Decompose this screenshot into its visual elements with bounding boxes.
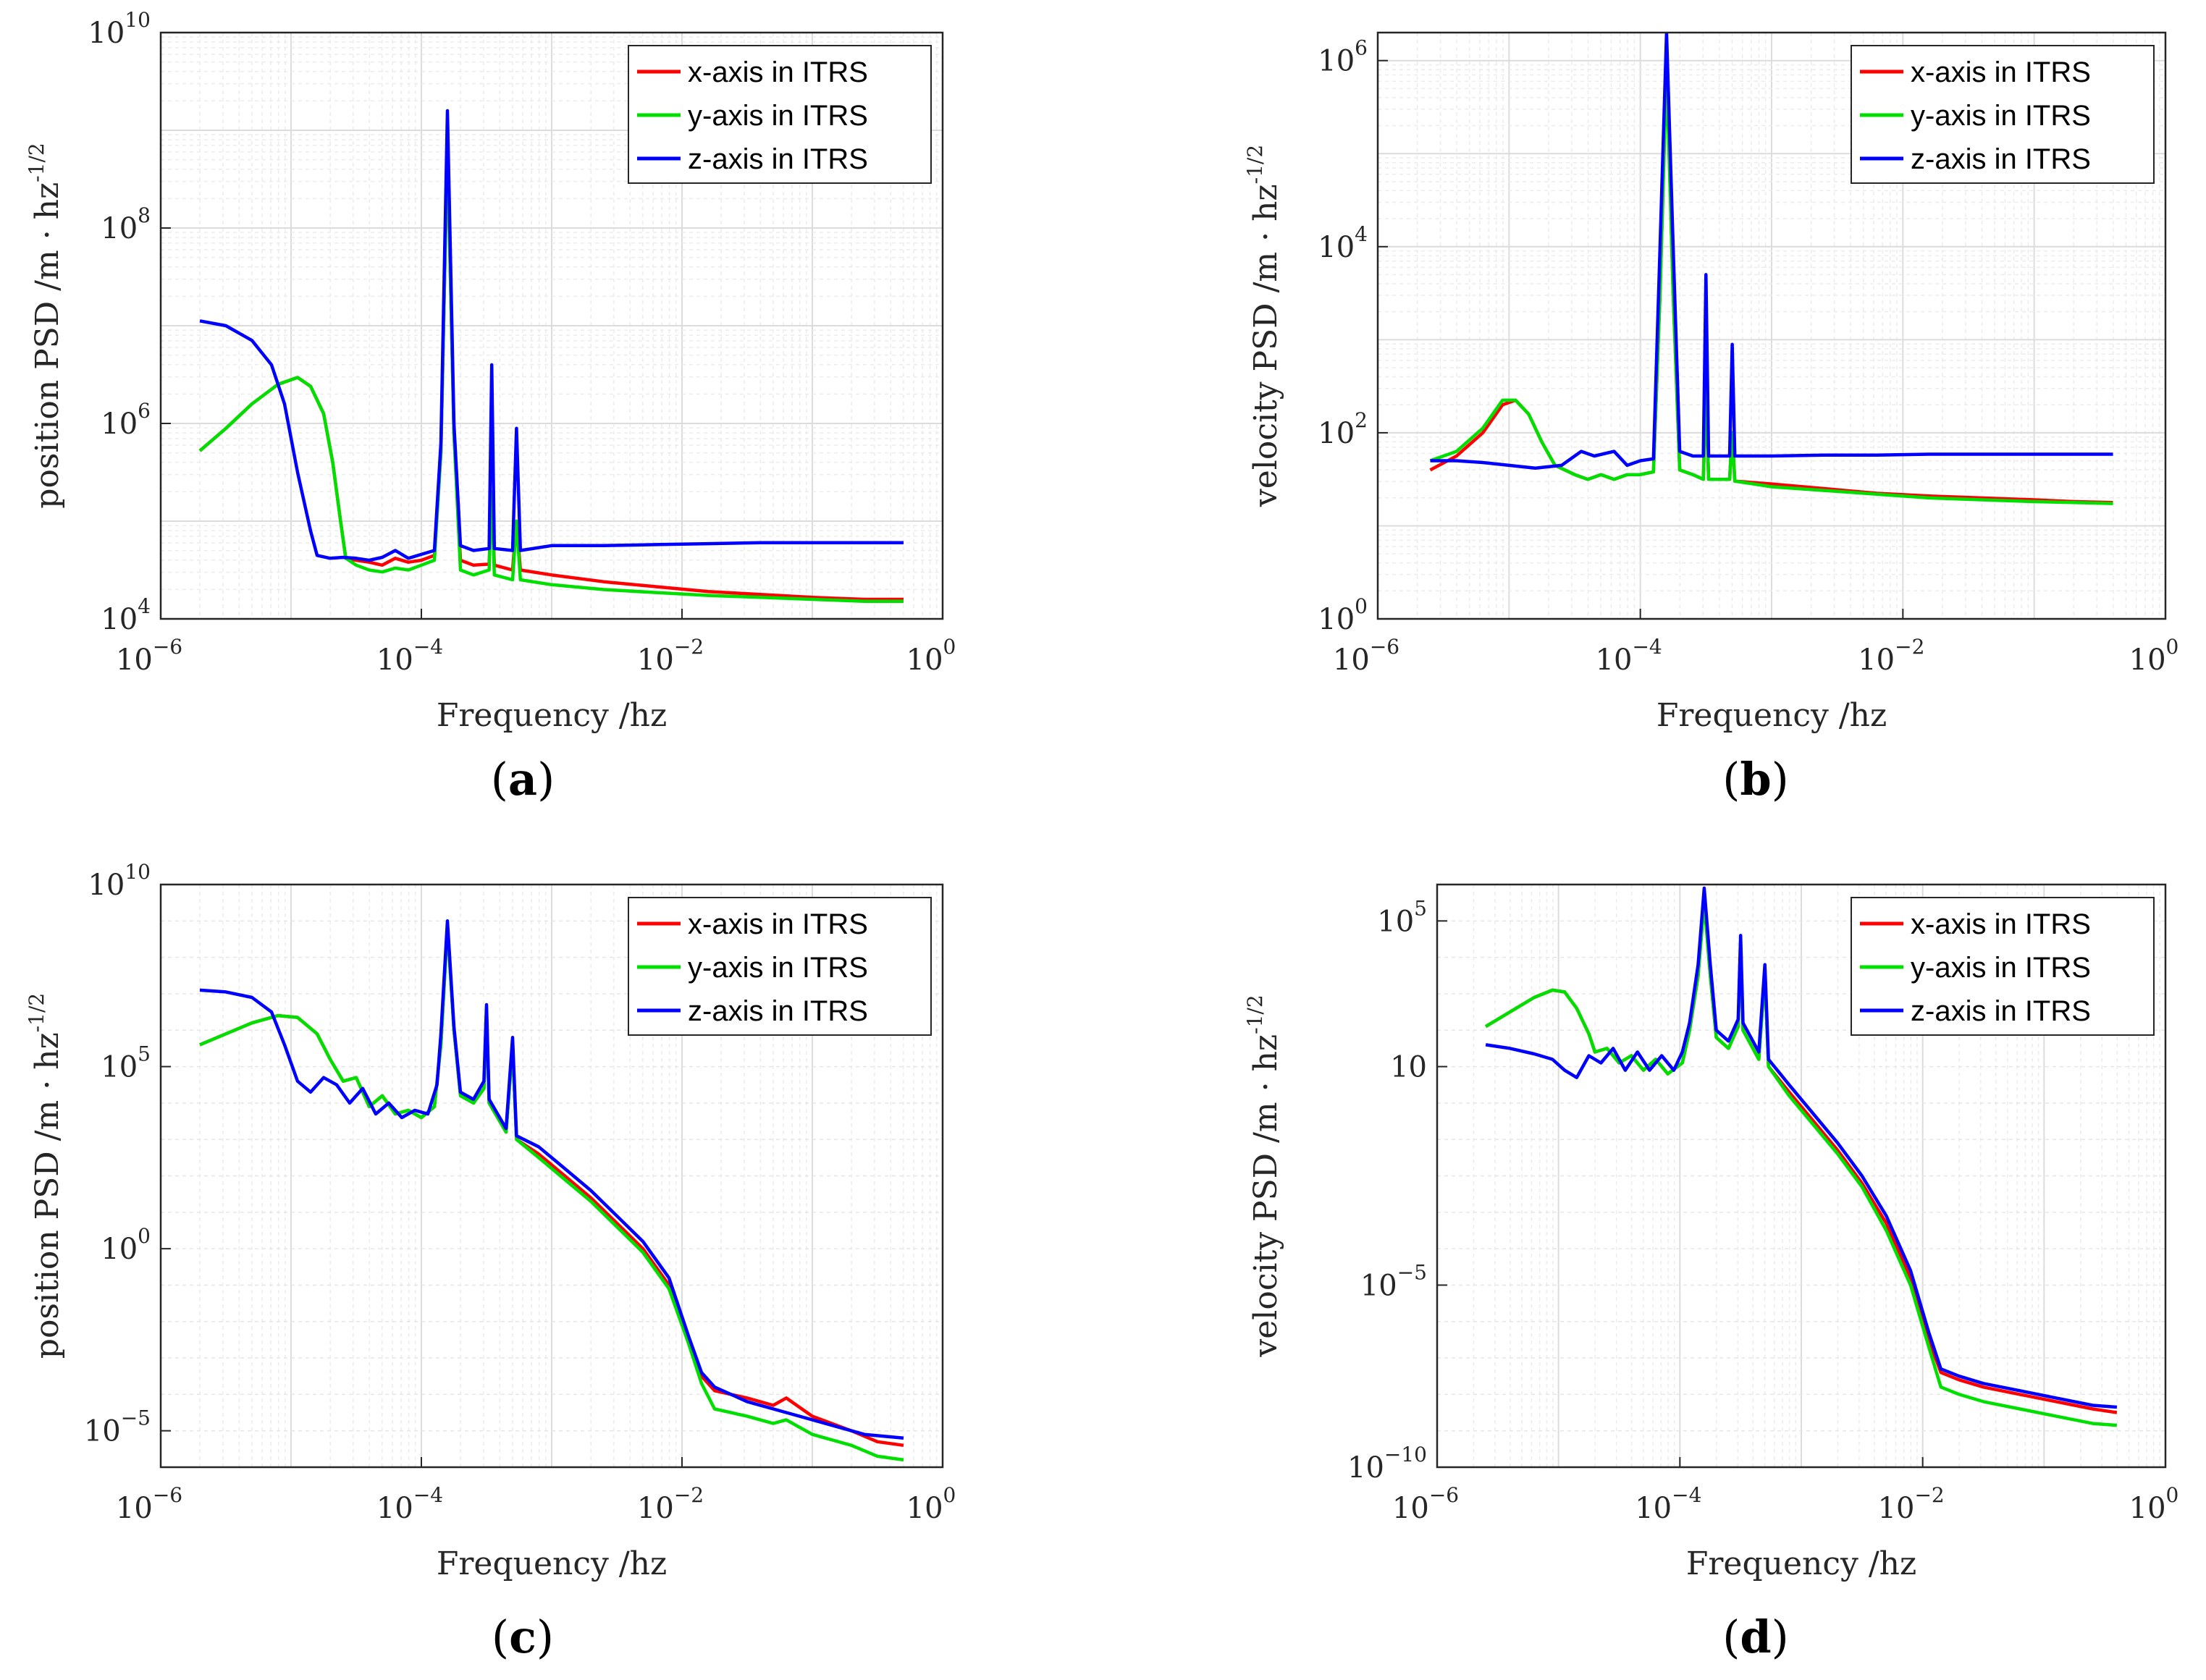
y-tick-label: 106 [101, 399, 151, 441]
x-tick-label: 10−4 [1596, 635, 1662, 677]
axes-box [159, 31, 944, 620]
legend-label-z: z-axis in ITRS [1911, 143, 2091, 175]
x-tick-label: 10−4 [376, 1483, 443, 1525]
x-tick-label: 10−6 [1392, 1483, 1459, 1525]
series-line-z [1485, 886, 2118, 1409]
series-line-y [1484, 900, 2118, 1427]
legend-label-y: y-axis in ITRS [688, 100, 868, 132]
panel-a: 10−6 10−4 10−2 100 104 106 108 1010 Frequency /h… [25, 8, 956, 734]
panel-b: 10−6 10−4 10−2 100 100 102 104 106 Frequency /hz… [1243, 31, 2179, 734]
x-axis-title: Frequency /hz [1656, 697, 1887, 734]
x-tick-label: 10−6 [116, 1483, 182, 1525]
axes-box [1376, 31, 2167, 620]
x-tick-label: 10−2 [1878, 1483, 1945, 1525]
panel-label-b: (b) [1722, 753, 1789, 806]
x-tick-label: 10−4 [1635, 1483, 1701, 1525]
y-axis-title: velocity PSD /m · hz-1/2 [1243, 145, 1284, 507]
legend: x-axis in ITRS y-axis in ITRS z-axis in IT… [1851, 897, 2155, 1036]
legend-label-z: z-axis in ITRS [688, 995, 868, 1027]
panel-label-d: (d) [1722, 1611, 1789, 1663]
y-axis-title: position PSD /m · hz-1/2 [25, 143, 66, 508]
legend-label-x: x-axis in ITRS [688, 908, 868, 940]
x-tick-label: 100 [906, 1483, 956, 1525]
y-tick-label: 10−10 [1347, 1443, 1427, 1485]
series-group [1484, 886, 2118, 1427]
y-tick-label: 1010 [88, 8, 151, 50]
legend-label-x: x-axis in ITRS [688, 56, 868, 88]
x-axis-title: Frequency /hz [1686, 1545, 1916, 1582]
y-tick-label: 105 [101, 1042, 151, 1084]
x-tick-label: 10−2 [1858, 635, 1924, 677]
y-tick-label: 108 [101, 203, 151, 245]
series-group [198, 109, 904, 603]
series-line-z [199, 109, 904, 562]
x-tick-label: 10−2 [637, 635, 704, 677]
y-tick-label: 104 [1318, 222, 1368, 264]
x-axis-title: Frequency /hz [437, 697, 667, 734]
x-tick-label: 10−2 [637, 1483, 704, 1525]
x-tick-label: 10−6 [1333, 635, 1399, 677]
legend-label-x: x-axis in ITRS [1911, 56, 2091, 88]
legend-label-z: z-axis in ITRS [1911, 995, 2091, 1027]
x-tick-label: 100 [906, 635, 956, 677]
y-tick-label: 10−5 [84, 1406, 151, 1448]
x-tick-label: 100 [2129, 635, 2179, 677]
series-line-z [1430, 33, 2113, 470]
y-tick-label: 100 [1318, 594, 1368, 636]
series-group [1429, 33, 2113, 505]
panel-label-c: (c) [492, 1611, 554, 1663]
x-axis-title: Frequency /hz [437, 1545, 667, 1582]
axes-box [159, 883, 944, 1469]
y-tick-label: 10 [1390, 1051, 1427, 1084]
x-tick-label: 100 [2129, 1483, 2179, 1525]
legend: x-axis in ITRS y-axis in ITRS z-axis in IT… [1851, 45, 2155, 184]
series-line-z [199, 919, 904, 1440]
x-tick-label: 10−4 [376, 635, 443, 677]
x-tick-label: 10−6 [116, 635, 182, 677]
y-tick-label: 106 [1318, 36, 1368, 78]
axes-box [1436, 883, 2167, 1469]
legend-label-y: y-axis in ITRS [688, 952, 868, 984]
y-tick-label: 1010 [88, 860, 151, 902]
y-tick-label: 10−5 [1360, 1260, 1427, 1302]
legend-label-z: z-axis in ITRS [688, 143, 868, 175]
legend-label-y: y-axis in ITRS [1911, 100, 2091, 132]
panel-c: 10−6 10−4 10−2 100 10−5 100 105 1010 Frequency /… [25, 860, 956, 1582]
legend-label-x: x-axis in ITRS [1911, 908, 2091, 940]
series-group [199, 919, 904, 1462]
legend: x-axis in ITRS y-axis in ITRS z-axis in IT… [628, 897, 932, 1036]
y-tick-label: 100 [101, 1224, 151, 1266]
y-tick-label: 105 [1377, 896, 1427, 938]
panel-label-a: (a) [491, 753, 555, 806]
legend-label-y: y-axis in ITRS [1911, 952, 2091, 984]
panel-d: 10−6 10−4 10−2 100 10−10 10−5 10 105 Frequency /… [1243, 883, 2179, 1582]
legend: x-axis in ITRS y-axis in ITRS z-axis in IT… [628, 45, 932, 184]
y-axis-title: position PSD /m · hz-1/2 [25, 993, 66, 1359]
y-axis-title: velocity PSD /m · hz-1/2 [1243, 995, 1284, 1357]
y-tick-label: 102 [1318, 408, 1368, 450]
y-tick-label: 104 [101, 594, 151, 636]
